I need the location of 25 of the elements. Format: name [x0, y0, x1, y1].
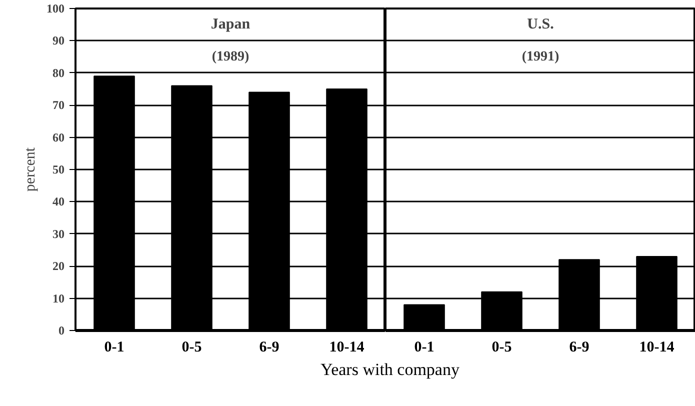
y-tick-label: 20 [52, 259, 64, 274]
y-tick-label: 10 [52, 291, 64, 306]
text: U.S. [527, 16, 554, 33]
x-tick-label: 10-14 [329, 340, 365, 356]
text: Japan [210, 16, 251, 33]
y-tick-label: 30 [52, 226, 64, 241]
y-axis-title: percent [22, 146, 38, 192]
text: (1989) [212, 49, 250, 64]
y-tick-label: 90 [52, 34, 64, 48]
text: (1991) [522, 49, 560, 64]
y-tick-label: 0 [58, 324, 64, 338]
y-tick-label: 80 [52, 66, 64, 80]
y-tick-label: 50 [52, 162, 64, 176]
x-tick-label: 0-5 [182, 340, 202, 356]
x-tick-label: 6-9 [569, 340, 590, 356]
x-tick-label: 6-9 [259, 340, 280, 356]
x-tick-label: 0-1 [104, 340, 124, 356]
x-axis-title: Years with company [320, 359, 460, 381]
x-tick-label: 10-14 [639, 340, 675, 356]
y-tick-label: 70 [52, 98, 64, 112]
x-tick-label: 0-1 [414, 340, 434, 356]
y-tick-label: 100 [46, 2, 64, 16]
y-tick-label: 40 [52, 194, 64, 209]
x-tick-label: 0-5 [492, 340, 512, 356]
y-tick-label: 60 [52, 130, 64, 144]
